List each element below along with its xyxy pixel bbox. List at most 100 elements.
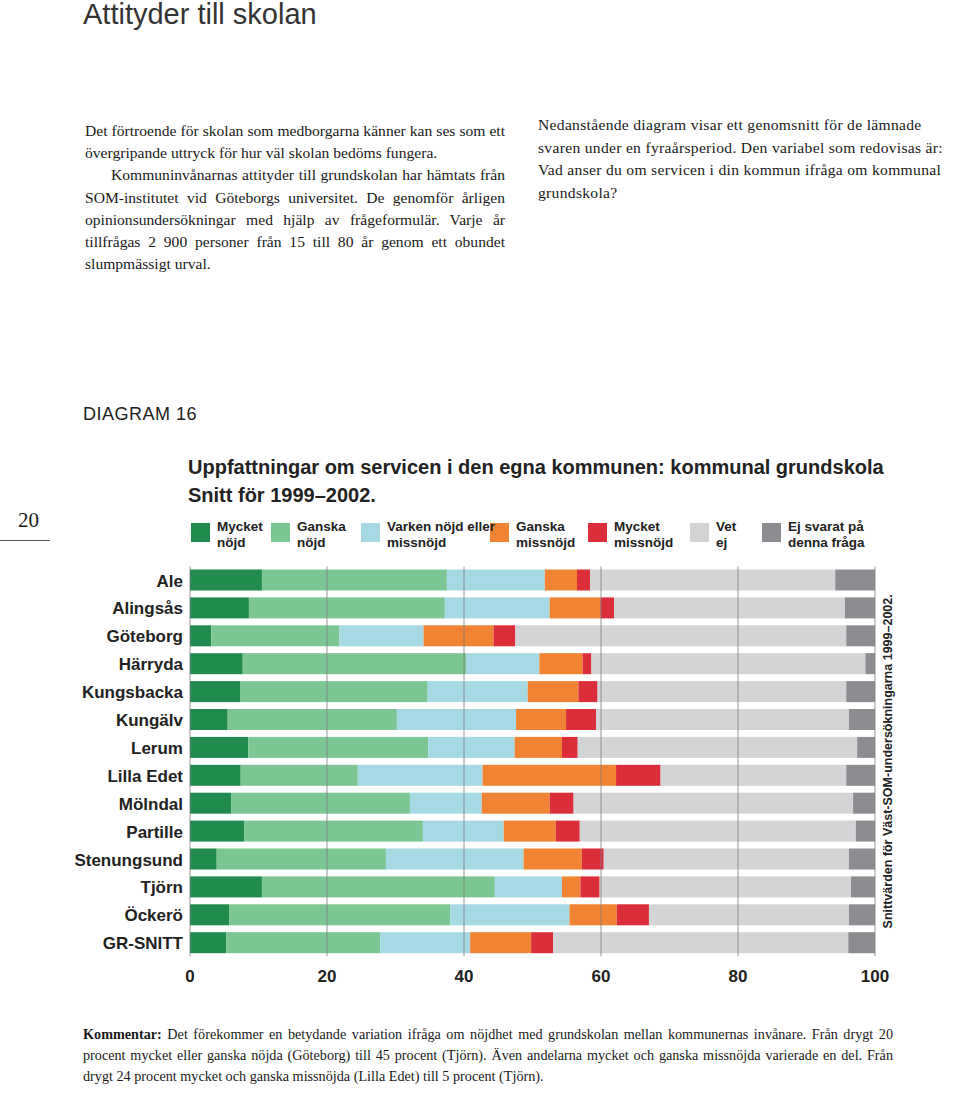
legend-label: Ganska nöjd (297, 519, 355, 551)
legend-swatch (271, 523, 290, 542)
bar-segment (380, 932, 470, 953)
bar-segment (424, 625, 494, 646)
bar-segment (243, 653, 466, 674)
bar-segment (493, 625, 515, 646)
bar-segment (528, 681, 579, 702)
bar-segment (515, 737, 562, 758)
bar-segment (604, 849, 849, 870)
bar-segment (846, 765, 875, 786)
bar-segment (590, 570, 835, 591)
bar-segment (450, 904, 569, 925)
left-column: Det förtroende för skolan som medborgarn… (85, 120, 505, 275)
bar-segment (591, 653, 865, 674)
bar-segment (566, 709, 596, 730)
bar-segment (447, 570, 545, 591)
grid-line (190, 567, 191, 957)
grid-line (738, 567, 739, 957)
tick-label: 0 (185, 967, 194, 986)
bar-segment (504, 821, 556, 842)
paragraph: Det förtroende för skolan som medborgarn… (85, 120, 505, 164)
paragraph: Kommuninvånarnas attityder till grundsko… (85, 164, 505, 275)
bar-segment (616, 765, 661, 786)
tick-label: 100 (861, 967, 889, 986)
bar-segment (596, 709, 849, 730)
tick-label: 20 (318, 967, 337, 986)
category-label: GR-SNITT (103, 934, 184, 953)
bar-segment (600, 597, 614, 618)
comment-text: Det förekommer en betydande variation if… (83, 1026, 893, 1084)
category-label: Kungsbacka (82, 683, 184, 702)
bar-segment (217, 849, 386, 870)
bar-segment (849, 709, 875, 730)
bar-segment (569, 904, 616, 925)
category-label: Stenungsund (74, 851, 183, 870)
bar-segment (550, 793, 574, 814)
legend-swatch (191, 523, 210, 542)
bar-segment (190, 821, 244, 842)
bar-segment (553, 932, 848, 953)
legend-label: Varken nöjd eller missnöjd (387, 519, 497, 551)
bar-segment (190, 876, 262, 897)
right-column: Nedanstående diagram visar ett genomsnit… (538, 114, 960, 204)
grid-line (464, 567, 465, 957)
chart: Uppfattningar om servicen i den egna kom… (0, 0, 960, 1111)
bar-segment (516, 709, 566, 730)
category-label: Lilla Edet (107, 767, 183, 786)
bar-segment (577, 570, 590, 591)
bar-segment (190, 765, 241, 786)
bar-segment (649, 904, 849, 925)
bar-segment (249, 597, 445, 618)
bar-segment (865, 653, 875, 674)
bar-segment (482, 765, 616, 786)
category-label: Öckerö (124, 906, 183, 925)
bar-segment (190, 709, 228, 730)
bar-segment (661, 765, 847, 786)
bar-segment (531, 932, 553, 953)
chart-subtitle: Snitt för 1999–2002. (188, 484, 376, 506)
bar-segment (600, 876, 851, 897)
bar-segment (556, 821, 580, 842)
bar-segment (617, 904, 649, 925)
bar-segment (226, 932, 380, 953)
bar-segment (853, 793, 875, 814)
bar-segment (228, 709, 397, 730)
bar-segment (190, 681, 240, 702)
bar-segment (495, 876, 562, 897)
page-heading: Attityder till skolan (83, 0, 317, 31)
bar-segment (550, 597, 601, 618)
bar-segment (582, 849, 604, 870)
comment-label: Kommentar: (83, 1026, 162, 1042)
bar-segment (190, 653, 243, 674)
comment: Kommentar: Det förekommer en betydande v… (83, 1024, 893, 1087)
legend-label: Ej svarat på denna fråga (788, 519, 888, 551)
bar-segment (190, 625, 211, 646)
bar-segment (614, 597, 845, 618)
bar-segment (211, 625, 339, 646)
annotation: Snittvärden för Väst-SOM-undersökningarn… (881, 594, 895, 928)
bar-segment (339, 625, 423, 646)
category-label: Göteborg (107, 627, 184, 646)
bar-segment (545, 570, 577, 591)
bar-segment (562, 737, 578, 758)
bar-segment (190, 932, 226, 953)
legend-label: Mycket missnöjd (614, 519, 686, 551)
bar-segment (262, 570, 447, 591)
bar-segment (856, 821, 875, 842)
bar-segment (580, 821, 856, 842)
bar-segment (851, 876, 875, 897)
category-label: Tjörn (141, 878, 184, 897)
bar-segment (583, 653, 592, 674)
bar-segment (445, 597, 550, 618)
legend-swatch (690, 523, 709, 542)
category-label: Lerum (131, 739, 183, 758)
legend-label: Ganska missnöjd (516, 519, 588, 551)
chart-title: Uppfattningar om servicen i den egna kom… (188, 456, 885, 478)
bar-segment (428, 681, 528, 702)
legend-label: Vet ej (716, 519, 746, 551)
bar-segment (848, 932, 875, 953)
bar-segment (482, 793, 550, 814)
bar-segment (410, 793, 482, 814)
bar-segment (386, 849, 524, 870)
category-label: Ale (157, 572, 183, 591)
tick-label: 60 (592, 967, 611, 986)
